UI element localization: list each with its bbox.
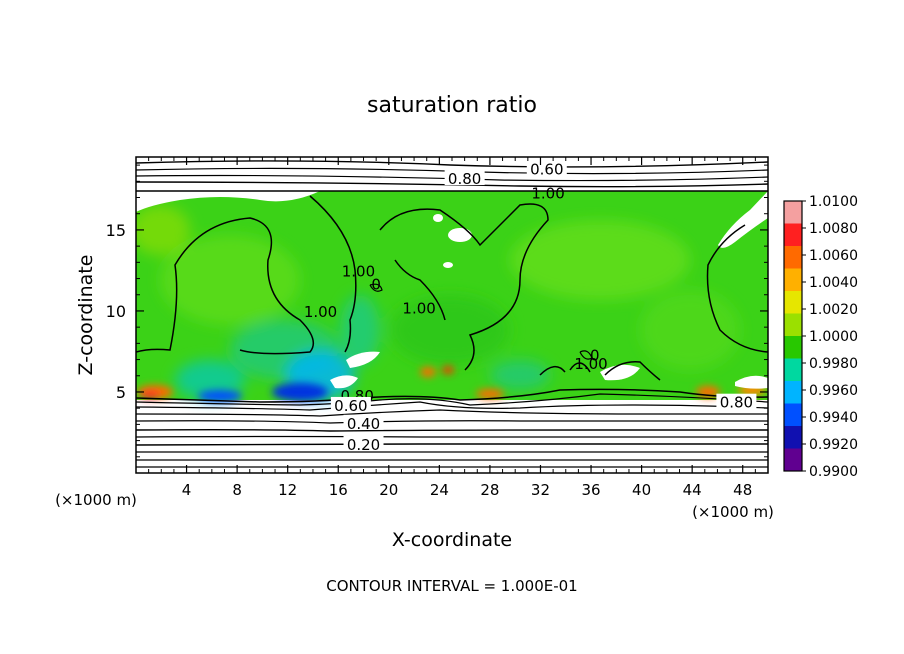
- plot-area: [136, 160, 768, 468]
- x-axis-title: X-coordinate: [392, 529, 512, 551]
- unsaturated-patches: [136, 191, 768, 389]
- colorbar-swatch: [784, 291, 802, 314]
- contour-label: 0: [371, 275, 381, 293]
- x-unit-right: (×1000 m): [692, 503, 774, 521]
- field-texture: [136, 205, 740, 400]
- contour-label-bg: [444, 170, 485, 186]
- contour-label: 1.00: [531, 185, 564, 203]
- x-unit-left: (×1000 m): [55, 491, 137, 509]
- x-tick-label: 8: [232, 481, 242, 499]
- x-tick-label: 40: [632, 481, 651, 499]
- contour-label-bg: [526, 160, 567, 176]
- contour-label: 0.80: [448, 170, 481, 188]
- x-tick-label: 24: [430, 481, 449, 499]
- contour-lines: [136, 160, 768, 468]
- contour-label: 0.40: [347, 415, 380, 433]
- colorbar-swatch: [784, 223, 802, 247]
- colorbar-swatch: [784, 201, 802, 224]
- chart-title: saturation ratio: [367, 93, 537, 118]
- colorbar-swatch: [784, 358, 802, 382]
- colorbar-label: 1.0060: [809, 248, 858, 264]
- colorbar-label: 0.9980: [809, 356, 858, 372]
- contour-interval-note: CONTOUR INTERVAL = 1.000E-01: [326, 577, 577, 595]
- x-tick-label: 16: [329, 481, 348, 499]
- x-tick-label: 20: [379, 481, 398, 499]
- colorbar-swatch: [784, 246, 802, 269]
- colorbar-swatch: [784, 403, 802, 427]
- contour-label: 1.00: [402, 300, 435, 318]
- x-axis: 4 8 12 16 20 24 28 32 36 40 44 48: [148, 157, 756, 499]
- y-tick-label: 15: [106, 221, 126, 240]
- x-tick-label: 4: [182, 481, 192, 499]
- contour-label: 1.00: [574, 355, 607, 373]
- colorbar-swatch: [784, 336, 802, 359]
- contour-label: 0.20: [347, 436, 380, 454]
- y-tick-label: 10: [106, 302, 126, 321]
- x-tick-label: 28: [480, 481, 499, 499]
- contour-label-bg: [330, 396, 371, 412]
- colorbar-swatch: [784, 313, 802, 337]
- contour-label-bg: [716, 393, 757, 409]
- colorbar-swatch: [784, 381, 802, 404]
- contour-labels: 0.600.801.001.001.001.001.000.800.600.40…: [304, 160, 757, 454]
- colorbar-label: 0.9960: [809, 383, 858, 399]
- contour-label-bg: [343, 414, 384, 430]
- x-tick-label: 44: [683, 481, 702, 499]
- colorbar-swatch: [784, 448, 802, 472]
- colorbar-swatch: [784, 268, 802, 292]
- colorbar: 1.0100 1.0080 1.0060 1.0040 1.0020 1.0000 0.99…: [783, 194, 858, 480]
- contour-label: 0.60: [334, 397, 367, 415]
- y-axis: 5 10 15: [106, 164, 768, 458]
- contour-label: 0.60: [530, 160, 563, 178]
- contour-label: 1.00: [342, 262, 375, 280]
- colorbar-label: 1.0020: [809, 302, 858, 318]
- contour-label: 0: [590, 347, 600, 365]
- colorbar-label: 0.9900: [809, 464, 858, 480]
- x-tick-label: 48: [733, 481, 752, 499]
- colorbar-label: 1.0080: [809, 221, 858, 237]
- colorbar-label: 1.0000: [809, 329, 858, 345]
- colorbar-label: 1.0100: [809, 194, 858, 210]
- colorbar-label: 0.9940: [809, 410, 858, 426]
- colorbar-label: 0.9920: [809, 437, 858, 453]
- x-tick-label: 36: [581, 481, 600, 499]
- x-tick-label: 12: [278, 481, 297, 499]
- y-tick-label: 5: [116, 383, 126, 402]
- contour-label: 0.80: [720, 394, 753, 412]
- contour-label: 1.00: [304, 303, 337, 321]
- contour-label-bg: [343, 435, 384, 451]
- colorbar-label: 1.0040: [809, 275, 858, 291]
- x-tick-label: 32: [531, 481, 550, 499]
- y-axis-title: Z-coordinate: [75, 255, 97, 376]
- colorbar-swatch: [784, 426, 802, 449]
